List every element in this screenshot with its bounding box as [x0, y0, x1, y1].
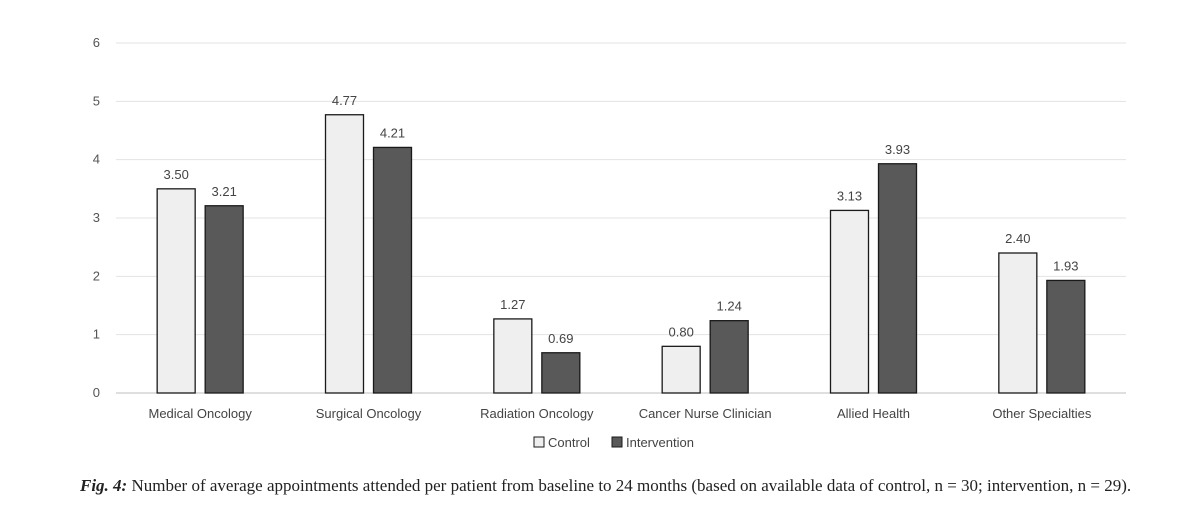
y-axis-ticks: 0 1 2 3 4 5 6 [93, 35, 100, 400]
bar-intervention [541, 352, 581, 394]
x-category-label: Cancer Nurse Clinician [639, 406, 772, 421]
y-tick-label: 1 [93, 327, 100, 342]
x-category-label: Other Specialties [992, 406, 1091, 421]
figure-label: Fig. 4: [80, 476, 128, 495]
bar-control [661, 345, 701, 394]
bar-control [829, 209, 870, 394]
x-axis-categories: Medical Oncology Surgical Oncology Radiati… [149, 406, 1092, 421]
y-tick-label: 4 [93, 152, 100, 167]
y-tick-label: 6 [93, 35, 100, 50]
data-label-control: 2.40 [1005, 231, 1030, 246]
legend: Control Intervention [533, 435, 694, 450]
legend-label-control: Control [548, 435, 590, 450]
figure-caption: Fig. 4: Number of average appointments a… [80, 474, 1140, 497]
data-label-control: 4.77 [332, 93, 357, 108]
y-tick-label: 3 [93, 210, 100, 225]
data-label-intervention: 1.93 [1053, 258, 1078, 273]
y-tick-label: 5 [93, 93, 100, 108]
data-labels: 3.50 3.21 4.77 4.21 1.27 0.69 0.80 1.24 3.13 3.93… [164, 93, 1079, 346]
x-category-label: Allied Health [837, 406, 910, 421]
legend-swatch-intervention [611, 436, 623, 448]
bar-control [998, 252, 1038, 394]
bar-chart: 0 1 2 3 4 5 6 3.50 3.21 4.77 4.21 1.27 0.69 0.80 1.24… [93, 35, 1126, 450]
bar-intervention [709, 320, 749, 394]
data-label-intervention: 1.24 [717, 299, 742, 314]
bar-intervention [1046, 279, 1086, 394]
data-label-intervention: 3.93 [885, 142, 910, 157]
data-label-intervention: 4.21 [380, 125, 405, 140]
bar-intervention [372, 146, 413, 394]
bar-control [324, 114, 365, 394]
legend-swatch-control [533, 436, 545, 448]
bar-control [493, 318, 533, 394]
legend-label-intervention: Intervention [626, 435, 694, 450]
x-category-label: Medical Oncology [149, 406, 253, 421]
bar-control [156, 188, 196, 394]
x-category-label: Surgical Oncology [316, 406, 422, 421]
data-label-control: 1.27 [500, 297, 525, 312]
y-tick-label: 2 [93, 268, 100, 283]
data-label-intervention: 3.21 [212, 184, 237, 199]
data-label-control: 3.50 [164, 167, 189, 182]
bar-intervention [204, 205, 244, 394]
data-label-control: 3.13 [837, 188, 862, 203]
data-label-control: 0.80 [669, 324, 694, 339]
y-tick-label: 0 [93, 385, 100, 400]
figure-caption-text: Number of average appointments attended … [131, 476, 1132, 495]
bars [156, 114, 1086, 394]
gridlines [116, 42, 1126, 394]
bar-intervention [877, 163, 918, 394]
data-label-intervention: 0.69 [548, 331, 573, 346]
x-category-label: Radiation Oncology [480, 406, 594, 421]
